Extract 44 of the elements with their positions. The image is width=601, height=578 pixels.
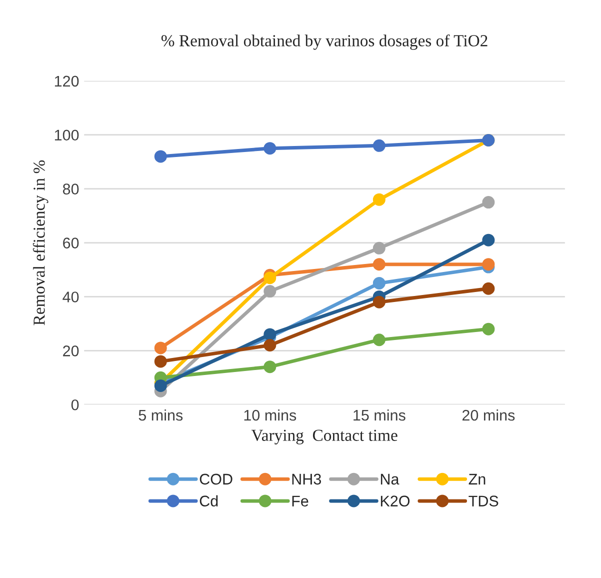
point bbox=[372, 276, 386, 290]
y-tick-label: 20 bbox=[63, 346, 79, 356]
y-tick-label: 40 bbox=[62, 292, 79, 302]
chart-title: % Removal obtained by varinos dosages of TiO2 bbox=[161, 34, 488, 50]
legend-label: Zn bbox=[468, 474, 486, 484]
x-tick-label: 5 mins bbox=[138, 409, 183, 421]
y-axis-title: Removal efficiency in % bbox=[32, 160, 48, 326]
point bbox=[482, 234, 495, 246]
point bbox=[482, 322, 495, 336]
legend-label: Cd bbox=[200, 495, 218, 506]
point bbox=[372, 139, 386, 152]
x-axis-title: Varying Contact time bbox=[251, 430, 398, 444]
legend-label: COD bbox=[200, 474, 232, 485]
y-tick-label: 100 bbox=[54, 130, 79, 141]
point bbox=[154, 379, 167, 392]
legend-label: Fe bbox=[292, 496, 308, 506]
point bbox=[372, 193, 386, 206]
y-tick-label: 0 bbox=[71, 399, 79, 410]
point bbox=[264, 272, 276, 284]
legend-label: Na bbox=[380, 474, 400, 485]
point bbox=[154, 342, 167, 354]
y-tick-label: 60 bbox=[63, 238, 79, 248]
x-tick-label: 10 mins bbox=[244, 409, 296, 421]
point bbox=[372, 242, 386, 254]
point bbox=[372, 258, 386, 271]
x-tick-label: 15 mins bbox=[354, 409, 406, 421]
point bbox=[372, 334, 386, 346]
legend-label: TDS bbox=[468, 496, 498, 506]
y-tick-label: 80 bbox=[62, 184, 79, 194]
point bbox=[264, 142, 276, 155]
point bbox=[264, 328, 276, 341]
y-tick-label: 120 bbox=[54, 76, 79, 87]
legend-label: K2O bbox=[380, 496, 410, 506]
point bbox=[264, 360, 276, 374]
point bbox=[482, 258, 495, 271]
point bbox=[482, 282, 495, 295]
x-tick-label: 20 mins bbox=[462, 409, 515, 421]
point bbox=[264, 285, 276, 298]
legend-label: NH3 bbox=[292, 474, 321, 485]
point bbox=[264, 339, 276, 352]
point bbox=[372, 296, 386, 308]
point bbox=[154, 150, 167, 163]
point bbox=[154, 355, 167, 368]
point bbox=[482, 196, 495, 209]
